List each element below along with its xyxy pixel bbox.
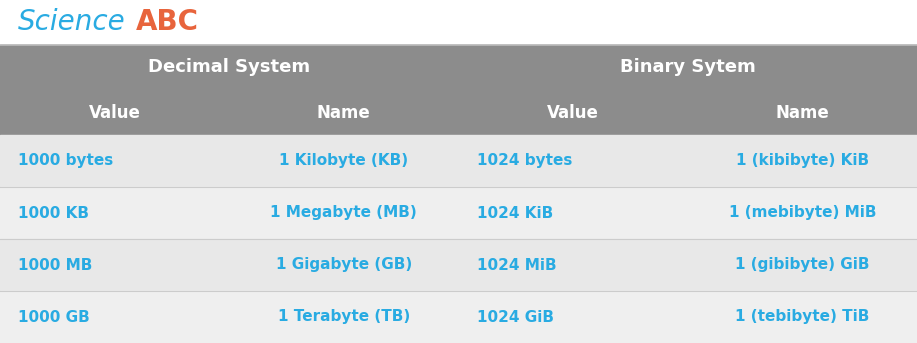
- Text: Name: Name: [776, 104, 829, 121]
- Text: 1 (gibibyte) GiB: 1 (gibibyte) GiB: [735, 258, 869, 272]
- Text: 1 Gigabyte (GB): 1 Gigabyte (GB): [276, 258, 412, 272]
- Bar: [0, 135, 917, 187]
- Bar: [0, 239, 917, 291]
- Text: 1000 GB: 1000 GB: [18, 309, 90, 324]
- Text: Science: Science: [18, 9, 127, 36]
- Bar: [0, 0, 917, 45]
- Text: 1 (kibibyte) KiB: 1 (kibibyte) KiB: [735, 154, 869, 168]
- Text: 1 Kilobyte (KB): 1 Kilobyte (KB): [280, 154, 408, 168]
- Text: Binary Sytem: Binary Sytem: [620, 59, 756, 76]
- Text: Decimal System: Decimal System: [149, 59, 310, 76]
- Text: 1000 bytes: 1000 bytes: [18, 154, 114, 168]
- Text: 1024 KiB: 1024 KiB: [477, 205, 553, 221]
- Text: ABC: ABC: [136, 9, 199, 36]
- Text: Name: Name: [317, 104, 370, 121]
- Text: 1024 MiB: 1024 MiB: [477, 258, 557, 272]
- Text: 1000 MB: 1000 MB: [18, 258, 93, 272]
- Text: 1024 GiB: 1024 GiB: [477, 309, 554, 324]
- Text: 1 (tebibyte) TiB: 1 (tebibyte) TiB: [735, 309, 869, 324]
- Text: Value: Value: [547, 104, 599, 121]
- Bar: [0, 187, 917, 239]
- Text: 1 (mebibyte) MiB: 1 (mebibyte) MiB: [729, 205, 876, 221]
- Bar: [0, 291, 917, 343]
- Text: 1 Terabyte (TB): 1 Terabyte (TB): [278, 309, 410, 324]
- Text: 1024 bytes: 1024 bytes: [477, 154, 572, 168]
- Bar: [0, 45, 917, 135]
- Text: 1 Megabyte (MB): 1 Megabyte (MB): [271, 205, 417, 221]
- Text: 1000 KB: 1000 KB: [18, 205, 89, 221]
- Text: Value: Value: [89, 104, 140, 121]
